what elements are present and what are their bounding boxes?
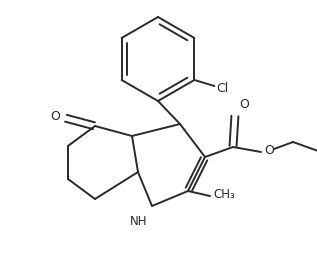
Text: CH₃: CH₃ xyxy=(213,188,235,201)
Text: O: O xyxy=(50,109,60,122)
Text: NH: NH xyxy=(130,214,147,227)
Text: Cl: Cl xyxy=(217,82,229,95)
Text: O: O xyxy=(264,144,274,157)
Text: O: O xyxy=(239,98,249,110)
